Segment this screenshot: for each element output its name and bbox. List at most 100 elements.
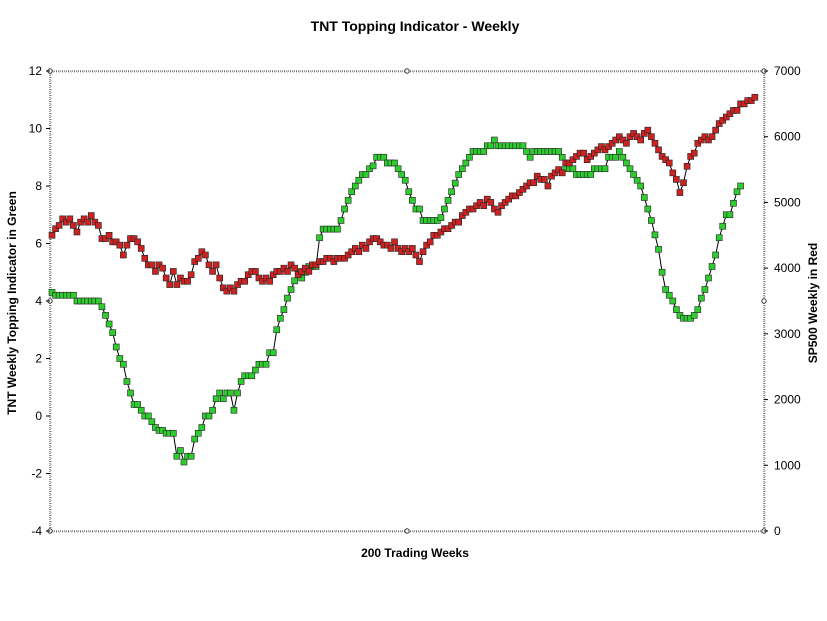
indicator-point (733, 188, 741, 196)
indicator-point (633, 176, 641, 184)
sp500-point (655, 146, 662, 154)
indicator-point (623, 159, 630, 167)
indicator-point (662, 286, 669, 293)
right-axis-label: SP500 Weekly in Red (806, 243, 820, 364)
sp500-point (230, 287, 238, 295)
indicator-point (673, 306, 680, 313)
right-tick-label: 1000 (774, 458, 801, 472)
indicator-point (637, 182, 644, 190)
frame-marker (404, 68, 410, 74)
sp500-point (690, 149, 698, 157)
indicator-point (187, 452, 195, 460)
left-tick-label: 4 (35, 294, 42, 308)
sp500-point (84, 218, 91, 226)
indicator-point (701, 286, 709, 293)
indicator-point (273, 326, 281, 334)
indicator-point (205, 412, 213, 420)
sp500-point (580, 149, 587, 157)
indicator-point (648, 217, 655, 224)
indicator-point (102, 312, 109, 319)
indicator-point (644, 205, 652, 213)
indicator-point (116, 355, 124, 362)
indicator-point (194, 429, 202, 437)
indicator-point (601, 165, 609, 173)
indicator-point (234, 389, 241, 397)
indicator-point (348, 188, 355, 196)
left-tick-label: 6 (35, 237, 42, 251)
sp500-point (184, 277, 191, 285)
indicator-point (316, 234, 323, 242)
indicator-point (451, 179, 459, 187)
indicator-point (262, 360, 270, 368)
frame-marker (404, 528, 410, 534)
sp500-point (683, 162, 691, 170)
indicator-point (698, 294, 705, 302)
indicator-point (277, 314, 284, 322)
left-tick-label: 0 (35, 409, 42, 423)
sp500-point (216, 274, 223, 282)
indicator-point (655, 245, 662, 253)
indicator-point (230, 406, 238, 414)
sp500-point (159, 264, 166, 272)
right-axis-ticks: 0 1000 2000 3000 4000 5000 6000 7000 (764, 64, 801, 538)
sp500-point (708, 133, 716, 141)
indicator-point (555, 148, 562, 155)
sp500-point (416, 258, 423, 265)
indicator-point (334, 225, 341, 233)
indicator-point (558, 153, 566, 161)
indicator-point (587, 171, 595, 178)
left-tick-label: 8 (35, 179, 42, 193)
indicator-point (651, 231, 659, 239)
indicator-point (669, 297, 677, 305)
sp500-point (355, 248, 363, 256)
indicator-point (173, 452, 181, 460)
sp500-point (95, 222, 102, 229)
sp500-point (209, 268, 216, 275)
left-tick-label: -2 (31, 467, 42, 481)
indicator-point (120, 360, 127, 368)
sp500-point (648, 133, 655, 141)
left-tick-label: 10 (29, 122, 43, 136)
indicator-point (109, 329, 116, 336)
series-points (48, 93, 759, 466)
sp500-point (362, 245, 370, 252)
sp500-point (751, 93, 759, 101)
indicator-point (462, 159, 470, 167)
sp500-point (187, 271, 195, 279)
indicator-point (665, 291, 673, 299)
indicator-point (127, 389, 134, 397)
indicator-point (248, 372, 256, 380)
indicator-point (615, 148, 623, 155)
sp500-point (266, 277, 273, 285)
sp500-point (148, 261, 156, 269)
indicator-point (708, 263, 716, 270)
indicator-point (391, 159, 398, 167)
indicator-point (351, 182, 359, 190)
sp500-point (544, 182, 552, 190)
indicator-point (198, 424, 206, 431)
right-tick-label: 2000 (774, 393, 801, 407)
sp500-point (205, 261, 213, 269)
indicator-point (612, 153, 620, 161)
indicator-point (369, 162, 377, 170)
indicator-point (105, 320, 113, 328)
indicator-point (658, 268, 666, 276)
frame-marker (761, 298, 767, 304)
sp500-point (137, 245, 145, 252)
left-axis-label: TNT Weekly Topping Indicator in Green (5, 191, 19, 415)
right-tick-label: 4000 (774, 261, 801, 275)
indicator-point (409, 197, 416, 204)
indicator-point (212, 395, 220, 403)
indicator-point (441, 205, 448, 213)
sp500-point (212, 261, 220, 269)
indicator-point (480, 148, 488, 155)
sp500-point (419, 248, 427, 256)
sp500-point (651, 139, 659, 147)
indicator-point (341, 205, 348, 213)
indicator-point (70, 291, 77, 299)
indicator-point (730, 199, 737, 207)
indicator-point (284, 294, 291, 302)
indicator-point (719, 222, 727, 230)
sp500-point (558, 169, 566, 177)
